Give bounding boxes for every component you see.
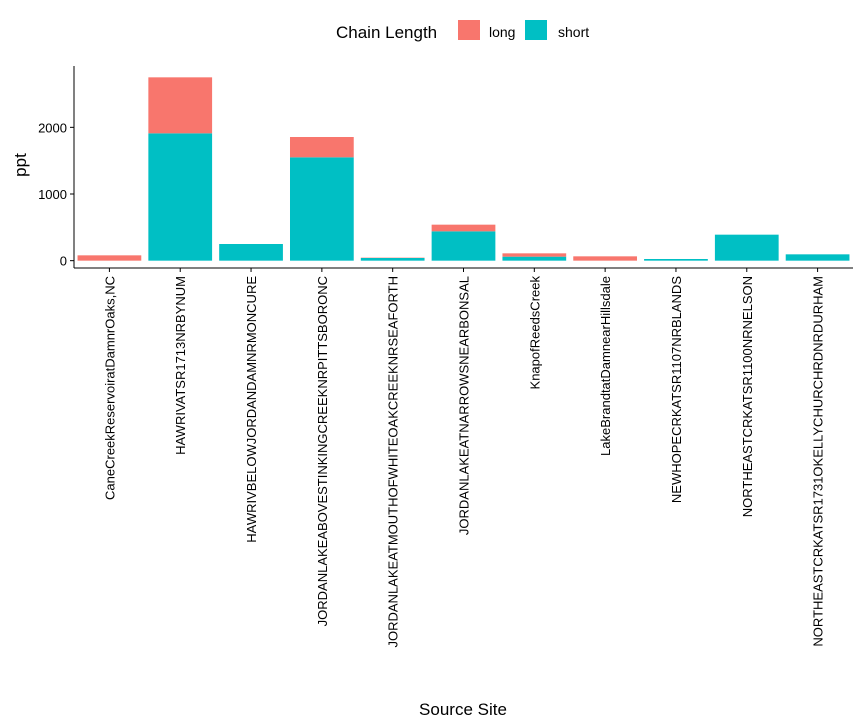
bar-short-9	[714, 234, 779, 261]
bar-short-6	[502, 256, 567, 261]
bar-short-1	[148, 133, 213, 261]
x-axis-title: Source Site	[419, 700, 507, 719]
legend: Chain Length long short	[336, 20, 589, 42]
legend-swatch-short	[525, 20, 547, 40]
x-tick-label-5: JORDANLAKEATNARROWSNEARBONSAL	[457, 276, 472, 535]
bar-long-6	[502, 253, 567, 257]
bar-short-5	[431, 231, 496, 261]
y-tick-label-0: 0	[60, 254, 67, 269]
y-axis-ticks: 0 1000 2000	[38, 120, 74, 269]
x-tick-label-1: HAWRIVATSR1713NRBYNUM	[173, 276, 188, 455]
bar-short-3	[289, 157, 354, 261]
x-tick-label-0: CaneCreekReservoiratDamnrOaks,NC	[102, 276, 117, 500]
bar-short-2	[219, 244, 283, 261]
bar-long-3	[289, 137, 354, 158]
x-tick-label-4: JORDANLAKEATMOUTHOFWHITEOAKCREEKNRSEAFOR…	[386, 276, 401, 648]
x-tick-label-7: LakeBrandtatDamnearHillsdale	[598, 276, 613, 456]
x-tick-label-9: NORTHEASTCRKATSR1100NRNELSON	[740, 276, 755, 517]
legend-swatch-long	[458, 20, 480, 40]
bars-layer	[77, 77, 850, 261]
bar-short-8	[644, 259, 708, 261]
x-tick-label-2: HAWRIVBELOWJORDANDAMNRMONCURE	[244, 276, 259, 543]
y-tick-label-1: 1000	[38, 187, 67, 202]
bar-short-4	[360, 258, 425, 261]
legend-label-short: short	[558, 24, 589, 40]
bar-long-7	[573, 256, 638, 261]
x-tick-label-3: JORDANLAKEABOVESTINKINGCREEKNRPITTSBORON…	[315, 276, 330, 626]
x-tick-label-6: KnapofReedsCreek	[527, 276, 542, 390]
legend-title: Chain Length	[336, 23, 437, 42]
bar-short-10	[785, 254, 850, 261]
y-axis-title: ppt	[11, 153, 30, 177]
y-tick-label-2: 2000	[38, 120, 67, 135]
x-tick-label-8: NEWHOPECRKATSR1107NRBLANDS	[669, 276, 684, 503]
bar-long-1	[148, 77, 213, 134]
bar-long-0	[77, 255, 142, 261]
x-axis-ticks: CaneCreekReservoiratDamnrOaks,NC HAWRIVAT…	[102, 268, 826, 648]
legend-label-long: long	[489, 24, 515, 40]
bar-long-5	[431, 224, 496, 232]
x-tick-label-10: NORTHEASTCRKATSR1731OKELLYCHURCHRDNRDURH…	[811, 276, 826, 647]
